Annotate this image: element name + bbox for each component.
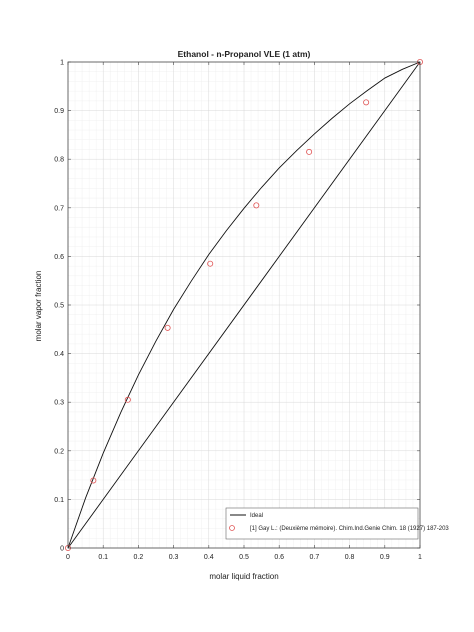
y-tick-label: 0.3 [54,400,64,407]
y-tick-label: 0 [60,546,64,553]
x-tick-label: 0.6 [274,554,284,561]
x-tick-label: 0.9 [380,554,390,561]
legend-label-ideal: Ideal [250,513,263,519]
data-markers [65,59,423,552]
x-tick-labels: 0 0.1 0.2 0.3 0.4 0.5 0.6 0.7 0.8 0.9 1 [66,554,422,561]
legend: Ideal [1] Gay L.: (Deuxième mémoire). Ch… [225,507,449,540]
y-tick-label: 0.5 [54,303,64,310]
data-point [164,324,171,331]
x-tick-label: 0.8 [345,554,355,561]
major-grid [68,62,420,548]
y-tick-labels: 0 0.1 0.2 0.3 0.4 0.5 0.6 0.7 0.8 0.9 1 [54,60,64,553]
data-point [207,260,214,267]
y-tick-label: 0.2 [54,448,64,455]
chart-title: Ethanol - n-Propanol VLE (1 atm) [178,49,311,59]
data-point [124,396,131,403]
data-point [363,99,370,106]
y-tick-label: 0.6 [54,254,64,261]
x-tick-label: 0.4 [204,554,214,561]
y-tick-label: 0.1 [54,497,64,504]
diagonal-line [67,61,421,549]
x-tick-label: 0.1 [98,554,108,561]
legend-box [225,507,419,540]
y-tick-label: 0.4 [54,351,64,358]
series-line-ideal [67,61,421,549]
legend-data-swatch [229,525,235,531]
x-tick-label: 1 [418,554,422,561]
data-point [306,148,313,155]
x-tick-label: 0.5 [239,554,249,561]
data-point [90,477,97,484]
y-tick-label: 0.7 [54,205,64,212]
plot-area [65,59,423,552]
x-tick-label: 0.3 [169,554,179,561]
legend-label-data: [1] Gay L.: (Deuxième mémoire). Chim.Ind… [250,526,449,532]
x-tick-label: 0 [66,554,70,561]
y-axis-title: molar vapor fraction [34,271,43,342]
y-tick-label: 1 [60,60,64,67]
x-axis-title: molar liquid fraction [209,572,278,581]
x-tick-label: 0.7 [310,554,320,561]
axis-ticks [67,61,421,549]
x-tick-label: 0.2 [134,554,144,561]
y-tick-label: 0.8 [54,157,64,164]
data-point [253,202,260,209]
y-tick-label: 0.9 [54,108,64,115]
